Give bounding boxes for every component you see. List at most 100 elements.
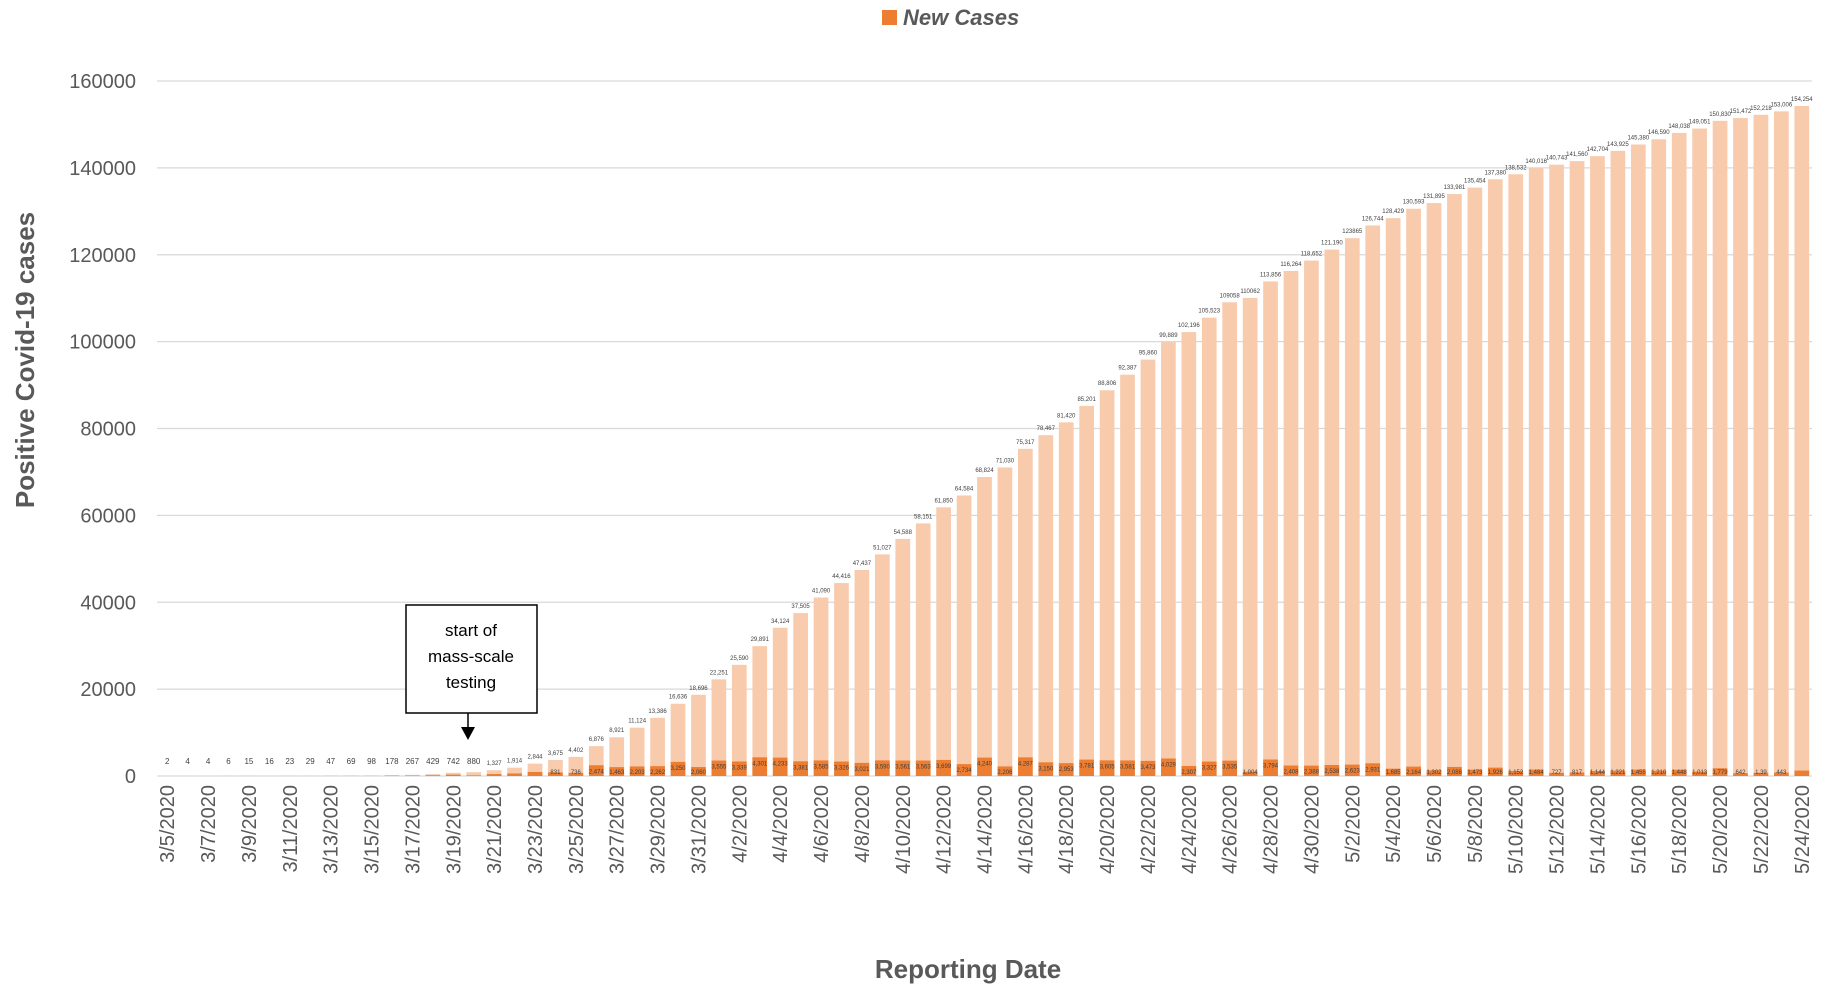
cumulative-bar [1385, 218, 1401, 776]
cumulative-data-label: 135,454 [1464, 179, 1486, 185]
cumulative-bar [1242, 297, 1258, 776]
new-cases-bar [1487, 767, 1503, 776]
cumulative-data-label: 1,914 [507, 759, 523, 765]
new-cases-bar [1610, 770, 1626, 776]
new-cases-bar [1528, 769, 1544, 776]
x-tick-label: 5/4/2020 [1383, 785, 1405, 863]
new-cases-bar [568, 772, 584, 776]
new-cases-bar [1712, 768, 1728, 776]
new-cases-data-label: 1,463 [609, 770, 625, 776]
cumulative-bar [486, 770, 502, 776]
cumulative-bar [1038, 435, 1054, 776]
cumulative-data-label: 141,560 [1566, 152, 1588, 158]
cumulative-data-label: 142,704 [1587, 147, 1609, 153]
x-tick-label: 3/23/2020 [525, 785, 547, 874]
new-cases-bar [1406, 766, 1421, 776]
cumulative-data-label: 68,824 [975, 468, 994, 474]
annotation-line-3: testing [446, 673, 496, 692]
x-tick-label: 3/29/2020 [648, 785, 670, 874]
x-tick-label: 4/30/2020 [1301, 785, 1323, 874]
new-cases-bar [1079, 759, 1095, 776]
new-cases-data-label: 2,734 [957, 768, 973, 774]
x-tick-label: 3/13/2020 [321, 785, 343, 874]
cumulative-bar [854, 569, 870, 776]
cumulative-bar [1120, 374, 1135, 776]
new-cases-data-label: 1,779 [1713, 770, 1729, 776]
new-cases-bar [1733, 773, 1748, 776]
new-cases-data-label: 1,685 [1386, 770, 1402, 776]
new-cases-data-label: 2,538 [1324, 769, 1340, 775]
cumulative-bar [1712, 120, 1728, 777]
x-tick-label: 3/21/2020 [484, 785, 506, 874]
new-cases-data-label: 1,455 [1631, 770, 1647, 776]
cumulative-data-label: 95,860 [1139, 351, 1158, 357]
new-cases-bar [1181, 765, 1197, 776]
new-cases-bar [507, 773, 522, 776]
cumulative-bar [1487, 179, 1503, 777]
new-cases-data-label: 4,029 [1161, 762, 1177, 768]
cumulative-bar [1549, 164, 1564, 777]
new-cases-data-label: 3,326 [834, 766, 850, 772]
cumulative-data-label: 29 [306, 757, 315, 766]
new-cases-bar [1283, 765, 1299, 776]
x-tick-label: 3/17/2020 [402, 785, 424, 874]
cumulative-bar [752, 646, 768, 776]
new-cases-data-label: 727 [1552, 770, 1563, 776]
new-cases-data-label: 642 [1735, 770, 1746, 776]
cumulative-bar [1222, 302, 1238, 776]
new-cases-data-label: 2,060 [691, 770, 707, 776]
cumulative-data-label: 118,652 [1301, 252, 1323, 258]
x-tick-label: 5/14/2020 [1587, 785, 1609, 874]
cumulative-bar [691, 694, 706, 776]
cumulative-bar [1773, 111, 1789, 776]
new-cases-data-label: 3,781 [1079, 764, 1095, 770]
new-cases-data-label: 2,307 [1181, 770, 1197, 776]
cumulative-data-label: 61,850 [934, 498, 953, 504]
cumulative-data-label: 110062 [1240, 289, 1260, 295]
cumulative-bar [405, 774, 420, 776]
cumulative-data-label: 149,051 [1689, 120, 1711, 126]
new-cases-data-label: 2,408 [1283, 770, 1299, 776]
new-cases-data-label: 3,473 [1140, 765, 1156, 771]
cumulative-data-label: 880 [467, 757, 481, 766]
cumulative-data-label: 11,124 [628, 719, 647, 725]
cumulative-data-label: 133,981 [1444, 185, 1466, 191]
x-tick-label: 4/6/2020 [811, 785, 833, 863]
cumulative-data-label: 178 [385, 757, 399, 766]
new-cases-bar [834, 761, 849, 776]
cumulative-data-label: 2 [165, 757, 170, 766]
cumulative-data-label: 54,588 [894, 530, 913, 536]
new-cases-bar [1692, 771, 1707, 776]
new-cases-bar [548, 772, 563, 776]
cumulative-data-label: 137,380 [1484, 170, 1506, 176]
cumulative-data-label: 146,590 [1648, 130, 1670, 136]
cumulative-bar [1181, 332, 1197, 776]
y-tick-label: 80000 [80, 419, 136, 441]
x-tick-label: 3/19/2020 [443, 785, 465, 874]
new-cases-data-label: 2,086 [1447, 770, 1463, 776]
cumulative-data-label: 18,696 [689, 686, 708, 692]
cumulative-bar [1099, 390, 1115, 776]
cumulative-data-label: 6 [226, 757, 231, 766]
new-cases-data-label: 443 [1776, 770, 1787, 776]
cumulative-bar [1692, 128, 1707, 777]
new-cases-bar [1242, 771, 1258, 776]
cumulative-bar [1079, 405, 1095, 776]
cumulative-data-label: 152,218 [1750, 106, 1772, 112]
y-tick-label: 120000 [69, 245, 136, 267]
x-tick-label: 5/20/2020 [1710, 785, 1732, 874]
new-cases-data-label: 2,262 [650, 770, 666, 776]
x-tick-label: 4/26/2020 [1220, 785, 1242, 874]
cumulative-bar [629, 727, 645, 776]
cumulative-data-label: 64,584 [955, 486, 974, 492]
cumulative-bar [1590, 156, 1605, 776]
new-cases-data-label: 3,581 [1120, 764, 1136, 770]
cumulative-bar [1058, 422, 1074, 776]
new-cases-data-label: 3,327 [1202, 766, 1218, 772]
annotation-line-1: start of [445, 621, 497, 640]
new-cases-bar [1365, 763, 1381, 776]
cumulative-bar [1651, 139, 1667, 776]
new-cases-bar [854, 762, 870, 776]
cumulative-data-label: 143,925 [1607, 142, 1629, 148]
new-cases-data-label: 4,240 [977, 762, 993, 768]
